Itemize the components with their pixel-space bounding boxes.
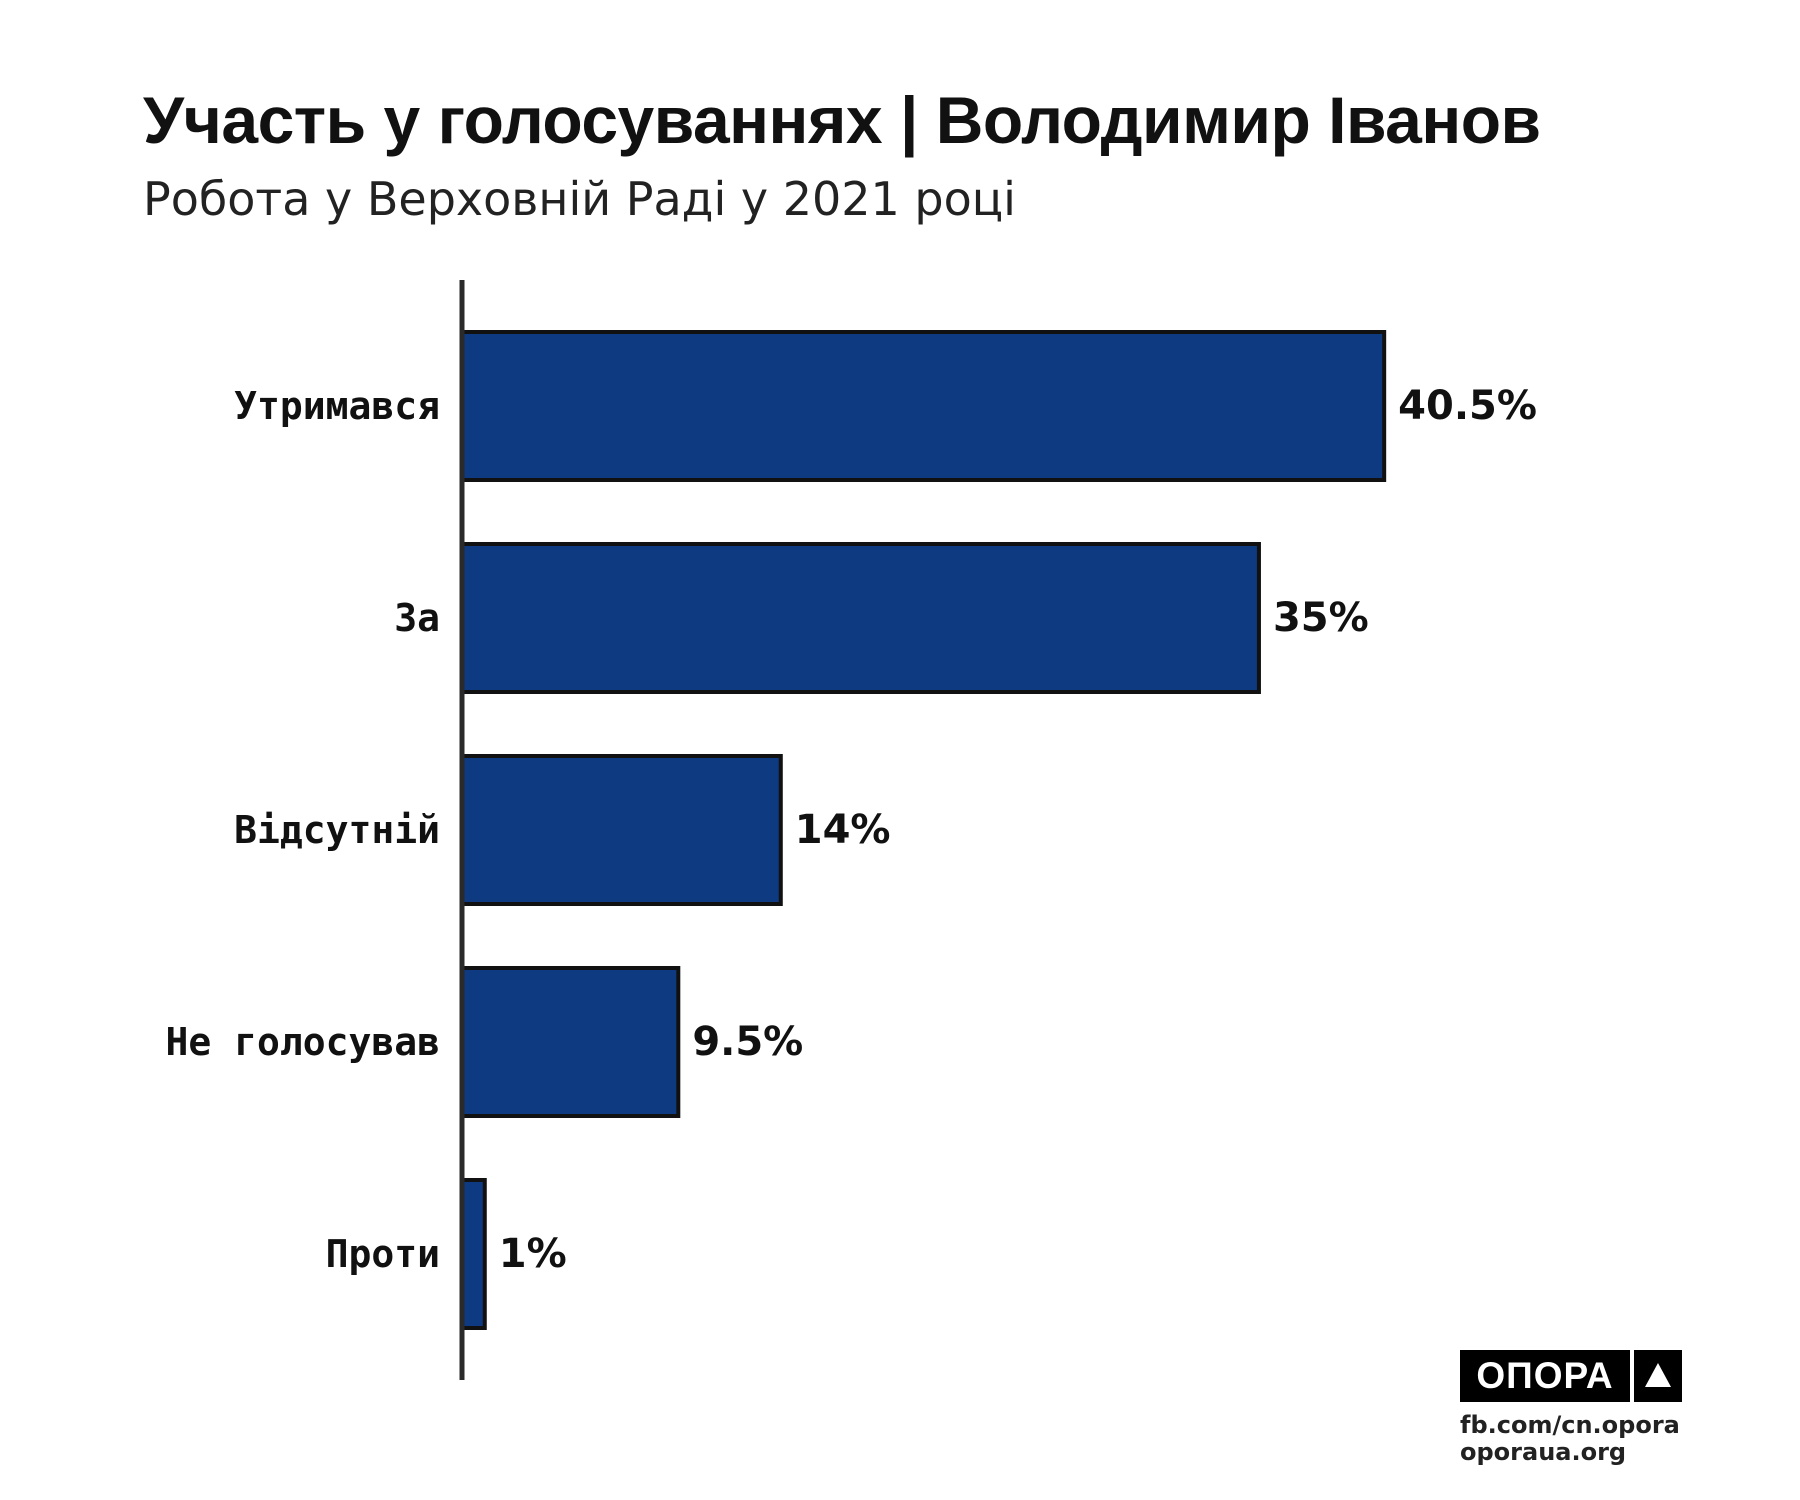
- category-label: Проти: [326, 1232, 440, 1276]
- value-label: 14%: [795, 807, 891, 853]
- value-label: 40.5%: [1398, 383, 1537, 429]
- opora-logo: ОПОРА: [1460, 1350, 1682, 1402]
- bar: [460, 966, 681, 1118]
- facebook-link[interactable]: fb.com/cn.opora: [1460, 1411, 1680, 1439]
- logo-text: ОПОРА: [1460, 1350, 1630, 1402]
- value-label: 9.5%: [692, 1019, 803, 1065]
- chart-subtitle: Робота у Верховній Раді у 2021 році: [143, 172, 1016, 226]
- triangle-up-icon: [1634, 1350, 1682, 1402]
- source-links: fb.com/cn.opora oporaua.org: [1460, 1412, 1680, 1466]
- bar: [460, 1178, 487, 1330]
- bar: [460, 330, 1387, 482]
- bar: [460, 754, 783, 906]
- category-label: За: [394, 596, 440, 640]
- bar: [460, 542, 1261, 694]
- value-label: 35%: [1273, 595, 1369, 641]
- category-label: Утримався: [234, 384, 440, 428]
- chart-title: Участь у голосуваннях | Володимир Іванов: [143, 83, 1541, 157]
- value-label: 1%: [499, 1231, 567, 1277]
- category-label: Відсутній: [234, 808, 440, 852]
- category-label: Не голосував: [165, 1020, 440, 1064]
- website-link[interactable]: oporaua.org: [1460, 1438, 1627, 1466]
